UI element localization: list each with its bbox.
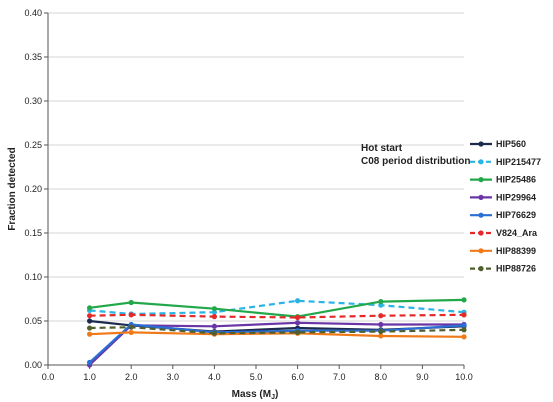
legend: HIP560 HIP215477 HIP25486 HIP29964 HIP76629 V…: [470, 139, 541, 274]
y-tick-label: 0.00: [24, 360, 42, 370]
legend-marker-hip29964: [478, 194, 484, 200]
x-tick-label: 7.0: [333, 372, 346, 382]
data-point-hip88726: [211, 330, 217, 336]
x-tick-label: 4.0: [208, 372, 221, 382]
y-tick-label: 0.30: [24, 96, 42, 106]
data-point-v824-ara: [378, 313, 384, 319]
legend-label-hip29964: HIP29964: [496, 192, 536, 202]
legend-entry-hip29964: HIP29964: [470, 192, 536, 202]
legend-entry-v824-ara: V824_Ara: [470, 228, 538, 238]
data-point-hip88726: [461, 327, 467, 333]
data-point-v824-ara: [128, 312, 134, 318]
series-line-v824-ara: [89, 313, 465, 319]
legend-entry-hip76629: HIP76629: [470, 210, 536, 220]
x-tick-label: 6.0: [291, 372, 304, 382]
data-point-hip29964: [211, 323, 217, 329]
x-tick-label: 10.0: [455, 372, 473, 382]
data-point-hip29964: [295, 320, 301, 326]
data-point-hip25486: [378, 299, 384, 305]
annotation-line-1: Hot start: [361, 143, 403, 154]
data-point-v824-ara: [87, 313, 93, 319]
y-tick-label: 0.35: [24, 52, 42, 62]
legend-label-hip88399: HIP88399: [496, 246, 536, 256]
legend-entry-hip215477: HIP215477: [470, 157, 541, 167]
grid: [48, 12, 464, 322]
series-layer: [87, 297, 467, 368]
data-point-hip88399: [461, 334, 467, 340]
legend-marker-hip88399: [478, 248, 484, 254]
x-tick-label: 8.0: [375, 372, 388, 382]
data-point-hip29964: [378, 321, 384, 328]
series-v824-ara: [87, 312, 467, 321]
legend-marker-hip215477: [478, 159, 484, 165]
legend-entry-hip88726: HIP88726: [470, 264, 536, 274]
legend-marker-hip88726: [478, 266, 484, 272]
series-hip25486: [87, 297, 467, 320]
series-line-hip215477: [89, 299, 465, 316]
data-point-v824-ara: [461, 312, 467, 318]
x-axis-title-sub: J: [271, 394, 275, 401]
annotation-line-2: C08 period distribution: [361, 156, 470, 167]
legend-entry-hip25486: HIP25486: [470, 175, 536, 185]
legend-label-v824-ara: V824_Ara: [496, 228, 538, 238]
series-line-hip88726: [89, 326, 465, 335]
data-point-hip25486: [128, 299, 134, 306]
legend-marker-hip76629: [478, 212, 484, 218]
x-tick-label: 1.0: [83, 372, 96, 382]
legend-marker-hip25486: [478, 177, 484, 183]
x-axis-title: Mass (MJ): [232, 389, 279, 401]
data-point-hip560: [87, 318, 93, 324]
legend-entry-hip88399: HIP88399: [470, 246, 536, 256]
legend-marker-hip560: [478, 141, 484, 147]
legend-label-hip215477: HIP215477: [496, 157, 541, 167]
y-tick-label: 0.10: [24, 272, 42, 282]
x-tick-label: 9.0: [416, 372, 429, 382]
y-axis-ticks: 0.00 0.05 0.10 0.15 0.20 0.25 0.30 0.35 0.40: [24, 8, 48, 370]
x-axis-title-close: ): [275, 389, 278, 400]
y-tick-label: 0.15: [24, 228, 42, 238]
series-line-hip76629: [88, 323, 465, 364]
data-point-hip88726: [87, 325, 93, 331]
data-point-hip215477: [295, 298, 301, 304]
data-point-hip88399: [378, 333, 384, 339]
data-point-v824-ara: [295, 314, 301, 321]
legend-marker-v824-ara: [478, 230, 484, 236]
data-point-hip76629: [461, 322, 467, 328]
y-tick-label: 0.25: [24, 140, 42, 150]
y-tick-label: 0.20: [24, 184, 42, 194]
x-tick-label: 3.0: [167, 372, 180, 382]
x-tick-label: 0.0: [42, 372, 55, 382]
data-point-hip88399: [87, 331, 93, 337]
y-tick-label: 0.40: [24, 8, 42, 18]
y-tick-label: 0.05: [24, 316, 42, 326]
data-point-hip25486: [211, 306, 217, 312]
series-line-hip88399: [89, 331, 465, 338]
series-line-hip25486: [89, 298, 465, 318]
x-tick-label: 2.0: [125, 372, 138, 382]
x-tick-label: 5.0: [250, 372, 263, 382]
legend-label-hip88726: HIP88726: [496, 264, 536, 274]
data-point-hip88726: [295, 329, 301, 336]
data-point-hip88726: [128, 324, 134, 330]
series-hip88726: [87, 324, 467, 336]
legend-label-hip76629: HIP76629: [496, 210, 536, 220]
data-point-hip76629: [87, 359, 93, 365]
legend-label-hip560: HIP560: [496, 139, 526, 149]
data-point-v824-ara: [211, 314, 217, 320]
legend-label-hip25486: HIP25486: [496, 175, 536, 185]
legend-entry-hip560: HIP560: [470, 139, 526, 149]
x-axis-ticks: 0.0 1.0 2.0 3.0 4.0 5.0 6.0 7.0 8.0 9.0 10.0: [42, 365, 473, 382]
data-point-hip88399: [128, 329, 134, 336]
chart-annotation: Hot start C08 period distribution: [361, 143, 470, 167]
data-point-hip25486: [87, 305, 93, 311]
data-point-hip88726: [378, 328, 384, 335]
y-axis-title: Fraction detected: [7, 147, 18, 230]
x-axis-title-main: Mass (M: [232, 389, 271, 400]
data-point-hip25486: [461, 297, 467, 303]
